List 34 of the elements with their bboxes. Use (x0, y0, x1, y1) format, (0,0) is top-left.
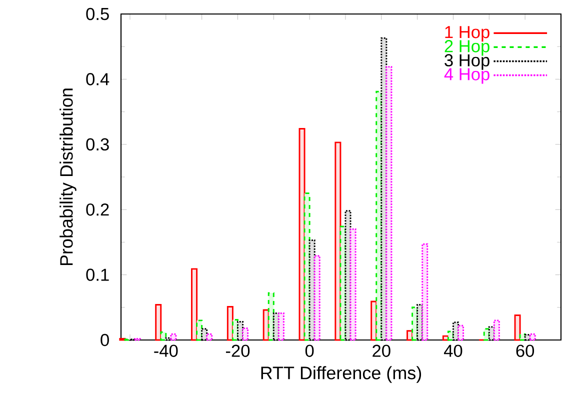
y-tick-label: 0.5 (86, 8, 109, 20)
x-tick-label: -20 (226, 344, 250, 357)
bar (350, 228, 356, 341)
bar (314, 255, 320, 341)
x-tick-label: 60 (516, 344, 534, 357)
x-axis-title: RTT Difference (ms) (261, 366, 422, 383)
bar (514, 314, 521, 341)
y-axis-title: Probability Distribution (60, 88, 76, 266)
bar (278, 312, 284, 341)
bar (242, 328, 249, 341)
legend-label: 4 Hop (444, 68, 490, 84)
bar (304, 192, 310, 341)
bar (268, 292, 274, 341)
bar (196, 320, 203, 341)
bar (170, 333, 177, 341)
bar (334, 142, 342, 341)
bar (191, 268, 198, 341)
bar (160, 331, 167, 341)
bar (529, 333, 536, 341)
y-tick-label: 0.1 (86, 268, 109, 281)
bar (206, 333, 213, 341)
bar (422, 243, 428, 341)
x-tick-label: 20 (372, 344, 390, 357)
bar (386, 66, 392, 341)
bar (458, 324, 464, 341)
y-tick-label: 0.3 (86, 138, 109, 151)
bar (155, 304, 162, 341)
x-tick-label: 40 (444, 344, 462, 357)
x-tick-label: -40 (154, 344, 178, 357)
y-tick-label: 0.2 (86, 203, 109, 216)
x-tick-label: 0 (305, 344, 314, 357)
bar (493, 320, 500, 341)
y-tick-label: 0.4 (86, 73, 110, 86)
y-tick-label: 0 (100, 334, 109, 346)
